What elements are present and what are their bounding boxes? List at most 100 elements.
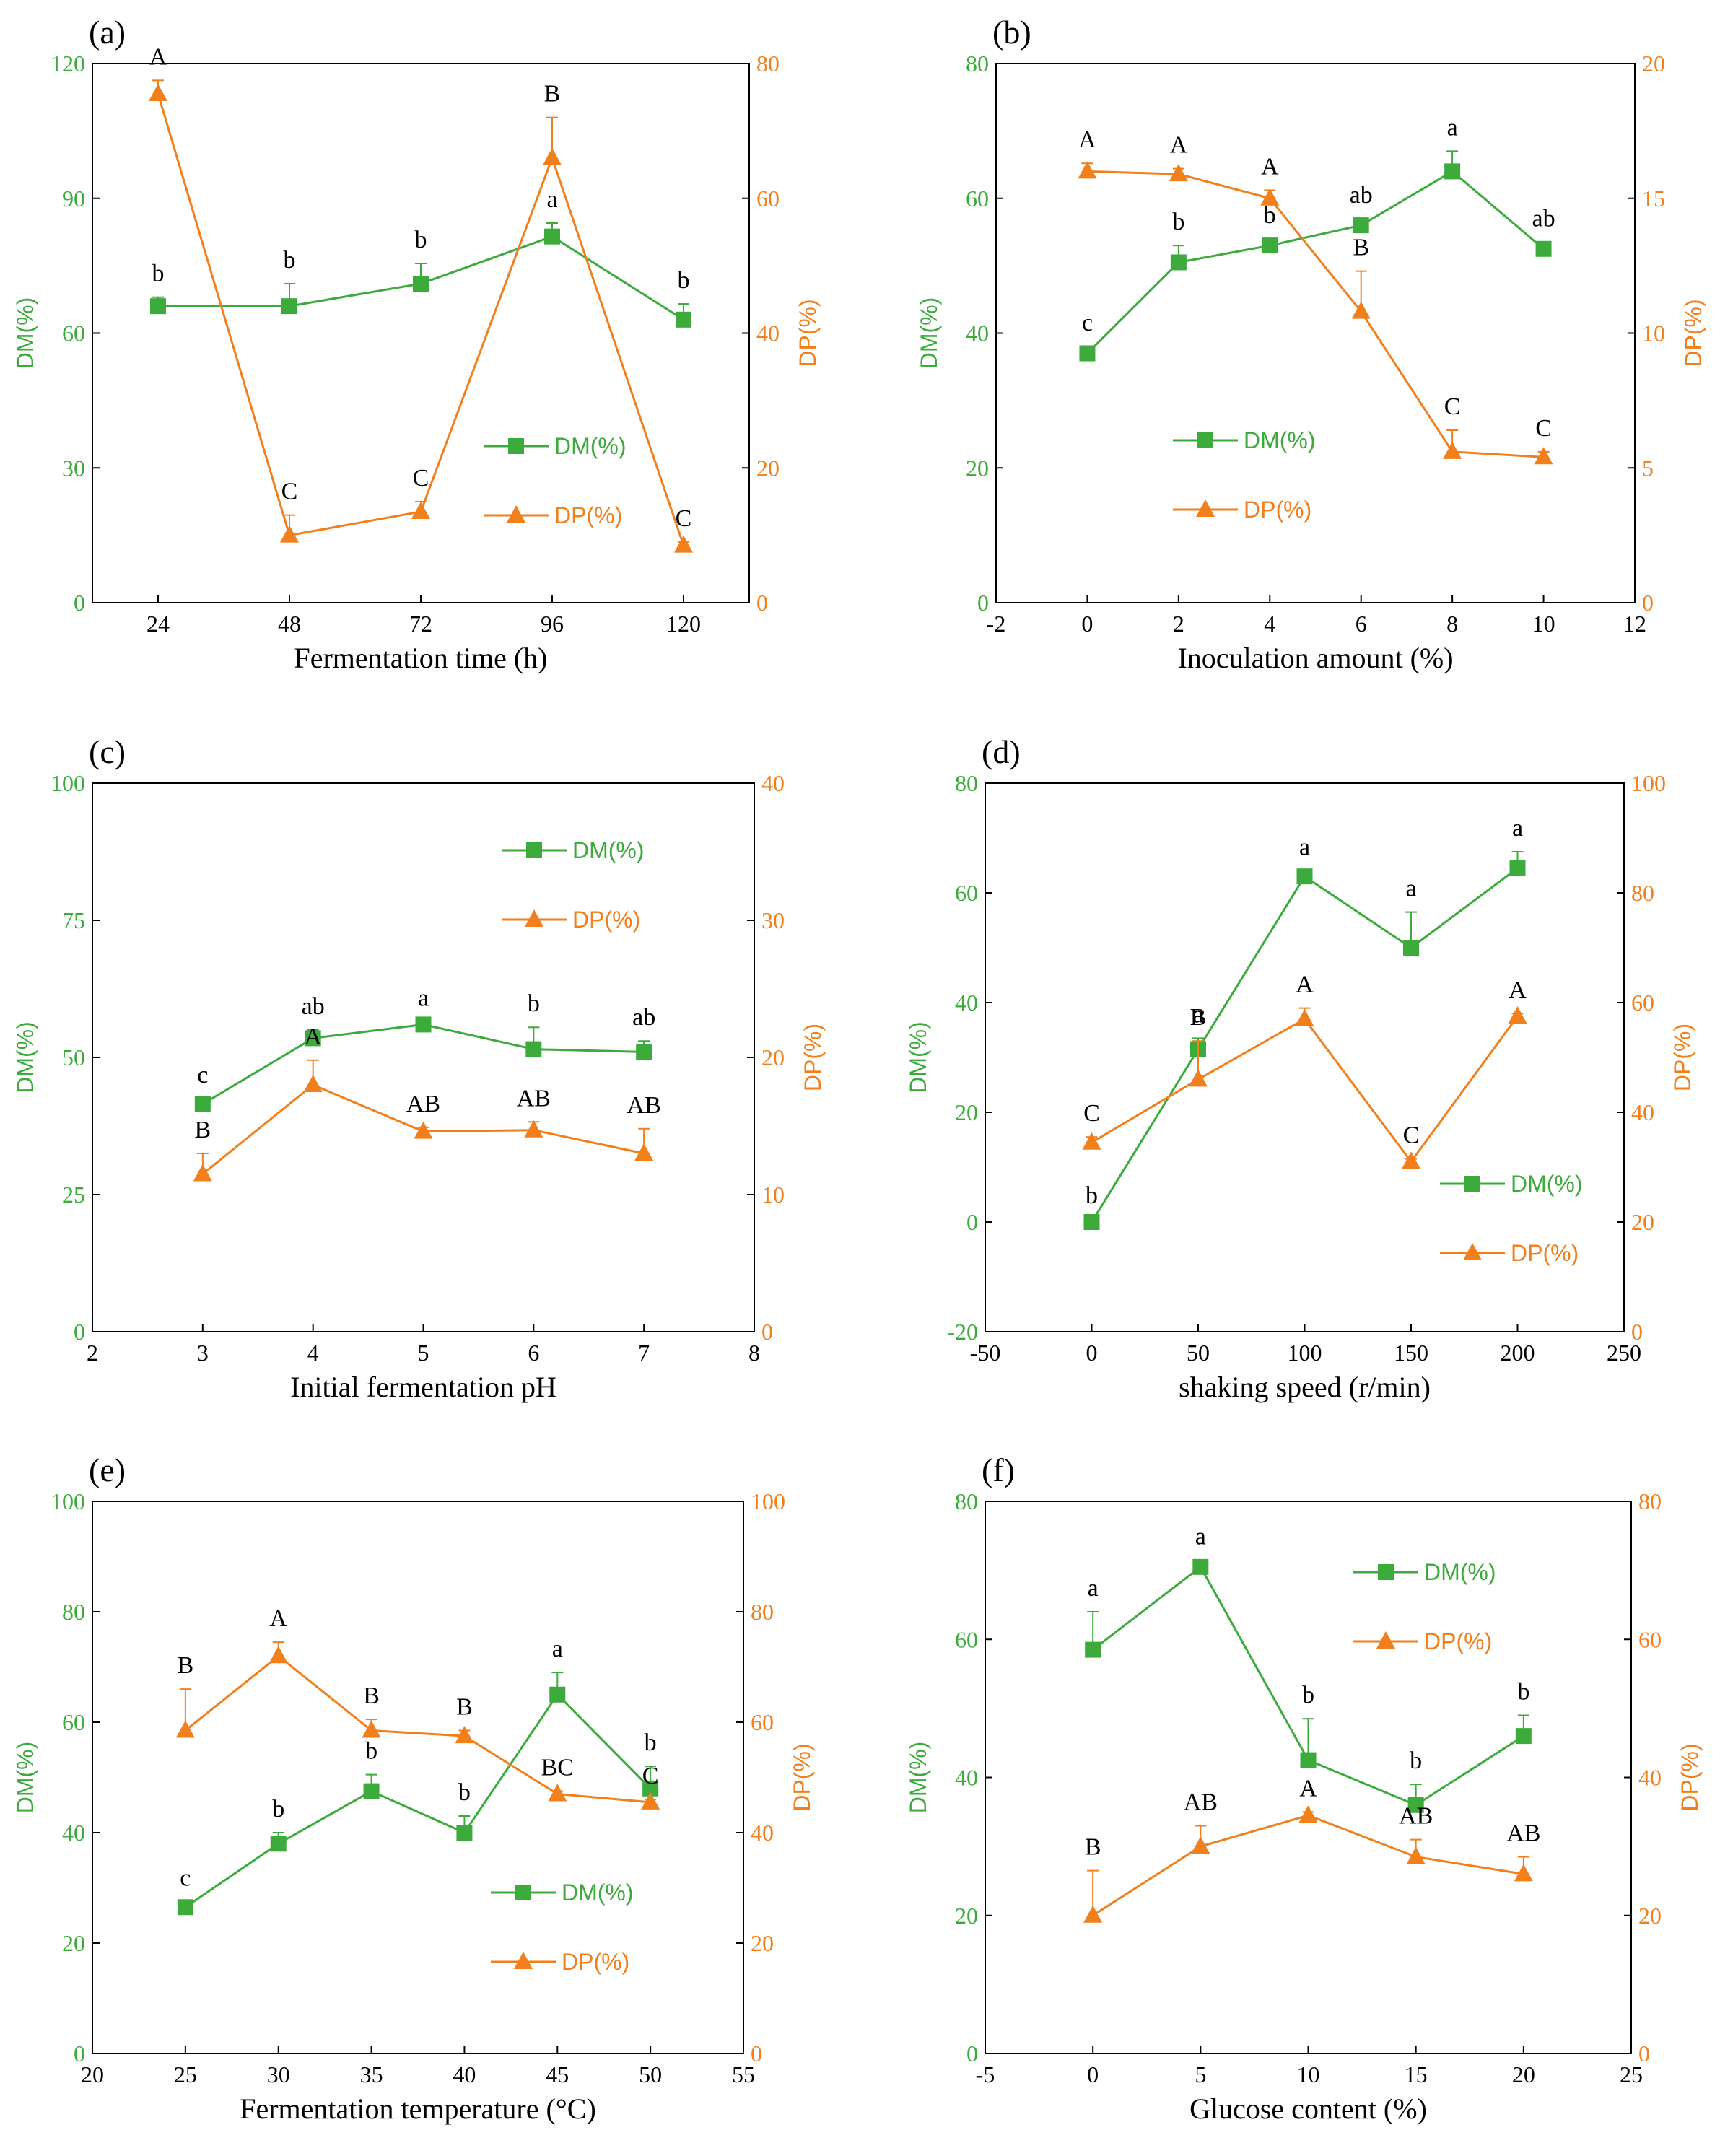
legend-dm-marker (526, 842, 542, 858)
dm-data-point (1535, 240, 1552, 257)
dm-significance-label: ab (1532, 205, 1555, 232)
x-tick-label: 55 (732, 2061, 755, 2087)
dm-significance-label: b (1302, 1682, 1314, 1708)
x-tick-label: 4 (1264, 611, 1275, 637)
dm-data-point (363, 1783, 380, 1799)
dm-data-point (177, 1899, 193, 1916)
dp-significance-label: B (194, 1117, 211, 1143)
legend-dp-marker (514, 1952, 533, 1969)
dm-significance-label: c (197, 1062, 208, 1088)
x-tick-label: 48 (278, 611, 301, 637)
x-tick-label: -2 (987, 611, 1006, 637)
y-axis-label: DM(%) (905, 1742, 931, 1814)
y2-axis-label: DP(%) (1680, 299, 1706, 367)
dp-data-point (362, 1720, 381, 1738)
chart-panel-2: (b)-2 0 2 4 6 8 10 1202040608005101520Inoculati… (916, 14, 1706, 674)
y2-tick-label: 20 (751, 1930, 774, 1956)
dp-data-point (1351, 301, 1371, 319)
x-tick-label: 8 (1446, 611, 1458, 637)
dm-data-point (676, 311, 691, 328)
y-tick-label: 30 (62, 455, 85, 481)
panel-label: (a) (89, 14, 126, 51)
legend-label: DP(%) (1511, 1240, 1579, 1266)
legend-label: DM(%) (572, 837, 645, 863)
x-axis-label: Inoculation amount (%) (1177, 642, 1453, 674)
dm-data-point (305, 1030, 321, 1047)
legend-label: DP(%) (1244, 497, 1311, 523)
legend: DM(%) DP(%) (491, 1880, 634, 1975)
dp-significance-label: A (149, 43, 167, 70)
y2-axis-label: DP(%) (1669, 1024, 1695, 1091)
dp-data-point (411, 501, 430, 519)
y2-tick-label: 0 (1642, 590, 1654, 616)
dp-data-point (455, 1726, 474, 1744)
dm-significance-label: c (180, 1865, 191, 1892)
y2-tick-label: 20 (756, 455, 780, 481)
dm-data-point (1192, 1558, 1209, 1575)
x-tick-label: 25 (1620, 2061, 1643, 2087)
x-tick-label: 24 (147, 611, 170, 637)
dp-significance-label: B (456, 1693, 473, 1720)
legend-dm-marker (508, 438, 524, 454)
dp-data-point (1295, 1008, 1314, 1026)
x-tick-label: 35 (360, 2061, 383, 2087)
y-tick-label: 40 (62, 1820, 85, 1846)
dm-significance-label: b (284, 247, 296, 274)
dp-significance-label: C (1535, 415, 1552, 442)
y2-tick-label: 100 (751, 1488, 785, 1514)
y2-tick-label: 20 (1638, 1903, 1662, 1929)
dp-data-point (1298, 1805, 1318, 1823)
dp-data-point (1078, 161, 1097, 179)
legend-label: DM(%) (554, 433, 627, 459)
dp-significance-label: AB (517, 1085, 551, 1112)
y2-tick-label: 0 (756, 590, 768, 616)
dm-significance-label: a (1447, 114, 1458, 141)
x-tick-label: 30 (267, 2061, 290, 2087)
y2-axis-label: DP(%) (795, 299, 821, 367)
legend-dm-marker (1197, 432, 1213, 448)
dp-significance-label: B (544, 81, 561, 108)
y-tick-label: 0 (74, 1319, 85, 1345)
y2-tick-label: 0 (1631, 1319, 1643, 1345)
dm-significance-label: b (528, 990, 540, 1017)
y-tick-label: 60 (62, 320, 85, 346)
x-tick-label: 0 (1087, 2061, 1099, 2087)
dp-significance-label: AB (1399, 1803, 1433, 1830)
y2-tick-label: 80 (756, 51, 780, 77)
dp-data-point (674, 535, 693, 553)
y-tick-label: 50 (62, 1044, 85, 1070)
y2-tick-label: 0 (761, 1319, 773, 1345)
dm-data-point (549, 1686, 566, 1703)
dm-series-line (185, 1693, 652, 1908)
legend-label: DM(%) (1244, 427, 1316, 453)
y2-axis-label: DP(%) (789, 1743, 815, 1811)
y2-tick-label: 80 (1638, 1488, 1662, 1514)
dp-significance-label: A (269, 1605, 287, 1632)
dp-significance-label: C (676, 505, 692, 532)
dp-significance-label: AB (1184, 1789, 1218, 1815)
dm-data-point (415, 1016, 432, 1033)
dp-significance-label: C (1444, 393, 1461, 420)
dm-significance-label: b (152, 261, 165, 287)
x-axis-label: Fermentation time (h) (294, 642, 547, 674)
legend-dm-marker (1378, 1564, 1394, 1580)
x-axis-label: Fermentation temperature (°C) (240, 2092, 596, 2125)
dm-series-line (1091, 867, 1519, 1223)
dp-data-point (634, 1143, 654, 1161)
dm-significance-label: b (458, 1779, 471, 1806)
y-axis-label: DM(%) (12, 1021, 38, 1094)
dp-significance-label: BC (541, 1755, 574, 1781)
y2-tick-label: 0 (751, 2041, 762, 2066)
dm-significance-label: ab (302, 993, 325, 1020)
y-tick-label: 60 (955, 1626, 978, 1652)
dm-significance-label: b (272, 1796, 284, 1823)
dp-significance-label: A (304, 1024, 322, 1050)
dm-data-point (1407, 1797, 1424, 1813)
panel-label: (d) (982, 733, 1021, 770)
x-tick-label: 50 (1187, 1340, 1210, 1366)
dm-data-point (1509, 860, 1526, 876)
chart-panel-4: (d) -50 0 50 100 150 200 250 -20 0 20 40 60 80 0 20 40 60… (905, 733, 1695, 1403)
dm-significance-label: ab (632, 1004, 655, 1031)
dp-data-point (1514, 1864, 1533, 1882)
